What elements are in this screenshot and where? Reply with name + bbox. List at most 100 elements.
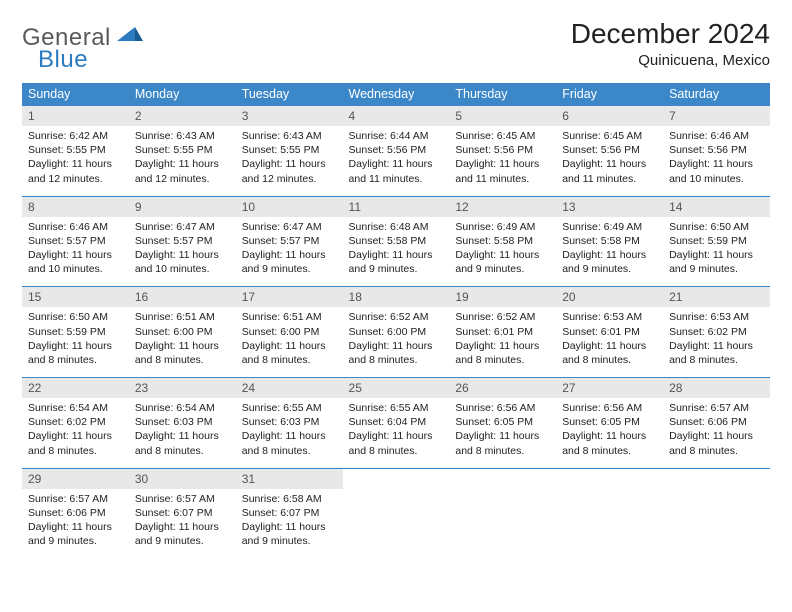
day-cell: 14Sunrise: 6:50 AMSunset: 5:59 PMDayligh… [663, 196, 770, 287]
calendar-body: 1Sunrise: 6:42 AMSunset: 5:55 PMDaylight… [22, 106, 770, 559]
day-cell: 10Sunrise: 6:47 AMSunset: 5:57 PMDayligh… [236, 196, 343, 287]
day-cell: 16Sunrise: 6:51 AMSunset: 6:00 PMDayligh… [129, 287, 236, 378]
daylight-text-2: and 8 minutes. [669, 444, 764, 458]
day-cell: 27Sunrise: 6:56 AMSunset: 6:05 PMDayligh… [556, 378, 663, 469]
daylight-text-2: and 8 minutes. [28, 444, 123, 458]
day-cell [663, 468, 770, 558]
sunrise-text: Sunrise: 6:55 AM [242, 401, 337, 415]
day-number: 20 [556, 287, 663, 307]
daylight-text-2: and 9 minutes. [242, 534, 337, 548]
day-cell: 3Sunrise: 6:43 AMSunset: 5:55 PMDaylight… [236, 106, 343, 197]
day-header-fri: Friday [556, 83, 663, 106]
day-cell: 12Sunrise: 6:49 AMSunset: 5:58 PMDayligh… [449, 196, 556, 287]
daylight-text-1: Daylight: 11 hours [455, 429, 550, 443]
daylight-text-2: and 8 minutes. [349, 444, 444, 458]
day-number: 6 [556, 106, 663, 126]
daylight-text-2: and 8 minutes. [28, 353, 123, 367]
day-number: 28 [663, 378, 770, 398]
day-cell: 20Sunrise: 6:53 AMSunset: 6:01 PMDayligh… [556, 287, 663, 378]
day-cell: 18Sunrise: 6:52 AMSunset: 6:00 PMDayligh… [343, 287, 450, 378]
week-row: 1Sunrise: 6:42 AMSunset: 5:55 PMDaylight… [22, 106, 770, 197]
daylight-text-1: Daylight: 11 hours [242, 248, 337, 262]
daylight-text-2: and 10 minutes. [28, 262, 123, 276]
day-cell: 8Sunrise: 6:46 AMSunset: 5:57 PMDaylight… [22, 196, 129, 287]
daylight-text-2: and 8 minutes. [562, 444, 657, 458]
day-info: Sunrise: 6:47 AMSunset: 5:57 PMDaylight:… [236, 217, 343, 287]
day-cell: 15Sunrise: 6:50 AMSunset: 5:59 PMDayligh… [22, 287, 129, 378]
sunrise-text: Sunrise: 6:57 AM [135, 492, 230, 506]
day-number: 10 [236, 197, 343, 217]
title-block: December 2024 Quinicuena, Mexico [571, 18, 770, 69]
day-number: 24 [236, 378, 343, 398]
day-info: Sunrise: 6:54 AMSunset: 6:02 PMDaylight:… [22, 398, 129, 468]
daylight-text-2: and 11 minutes. [562, 172, 657, 186]
daylight-text-1: Daylight: 11 hours [242, 157, 337, 171]
daylight-text-2: and 10 minutes. [135, 262, 230, 276]
sunset-text: Sunset: 6:01 PM [562, 325, 657, 339]
daylight-text-2: and 12 minutes. [242, 172, 337, 186]
sunrise-text: Sunrise: 6:44 AM [349, 129, 444, 143]
sunset-text: Sunset: 5:59 PM [669, 234, 764, 248]
day-cell: 19Sunrise: 6:52 AMSunset: 6:01 PMDayligh… [449, 287, 556, 378]
day-info: Sunrise: 6:42 AMSunset: 5:55 PMDaylight:… [22, 126, 129, 196]
sunrise-text: Sunrise: 6:49 AM [562, 220, 657, 234]
day-header-wed: Wednesday [343, 83, 450, 106]
sunset-text: Sunset: 5:57 PM [242, 234, 337, 248]
sunset-text: Sunset: 6:06 PM [669, 415, 764, 429]
daylight-text-2: and 8 minutes. [135, 353, 230, 367]
daylight-text-1: Daylight: 11 hours [135, 429, 230, 443]
day-cell: 5Sunrise: 6:45 AMSunset: 5:56 PMDaylight… [449, 106, 556, 197]
day-number: 30 [129, 469, 236, 489]
daylight-text-1: Daylight: 11 hours [669, 157, 764, 171]
daylight-text-2: and 8 minutes. [562, 353, 657, 367]
logo-text-blue: Blue [38, 46, 88, 73]
day-number: 18 [343, 287, 450, 307]
day-number: 7 [663, 106, 770, 126]
sunset-text: Sunset: 6:07 PM [135, 506, 230, 520]
daylight-text-2: and 8 minutes. [349, 353, 444, 367]
day-number: 13 [556, 197, 663, 217]
daylight-text-1: Daylight: 11 hours [349, 429, 444, 443]
daylight-text-1: Daylight: 11 hours [28, 339, 123, 353]
sunset-text: Sunset: 6:05 PM [455, 415, 550, 429]
day-cell: 25Sunrise: 6:55 AMSunset: 6:04 PMDayligh… [343, 378, 450, 469]
day-info: Sunrise: 6:55 AMSunset: 6:03 PMDaylight:… [236, 398, 343, 468]
daylight-text-2: and 9 minutes. [135, 534, 230, 548]
sunrise-text: Sunrise: 6:50 AM [669, 220, 764, 234]
day-header-mon: Monday [129, 83, 236, 106]
sunrise-text: Sunrise: 6:55 AM [349, 401, 444, 415]
sunrise-text: Sunrise: 6:49 AM [455, 220, 550, 234]
daylight-text-2: and 9 minutes. [562, 262, 657, 276]
sunset-text: Sunset: 6:03 PM [242, 415, 337, 429]
sunset-text: Sunset: 5:56 PM [455, 143, 550, 157]
day-number: 3 [236, 106, 343, 126]
day-info: Sunrise: 6:56 AMSunset: 6:05 PMDaylight:… [449, 398, 556, 468]
sunrise-text: Sunrise: 6:45 AM [455, 129, 550, 143]
week-row: 8Sunrise: 6:46 AMSunset: 5:57 PMDaylight… [22, 196, 770, 287]
sunset-text: Sunset: 5:57 PM [28, 234, 123, 248]
sunset-text: Sunset: 6:00 PM [349, 325, 444, 339]
day-number: 26 [449, 378, 556, 398]
day-cell: 13Sunrise: 6:49 AMSunset: 5:58 PMDayligh… [556, 196, 663, 287]
daylight-text-1: Daylight: 11 hours [349, 339, 444, 353]
daylight-text-1: Daylight: 11 hours [28, 248, 123, 262]
day-number: 29 [22, 469, 129, 489]
daylight-text-2: and 8 minutes. [135, 444, 230, 458]
sunset-text: Sunset: 5:56 PM [562, 143, 657, 157]
sunset-text: Sunset: 5:58 PM [562, 234, 657, 248]
week-row: 22Sunrise: 6:54 AMSunset: 6:02 PMDayligh… [22, 378, 770, 469]
sunset-text: Sunset: 5:56 PM [349, 143, 444, 157]
sunrise-text: Sunrise: 6:51 AM [135, 310, 230, 324]
calendar-table: Sunday Monday Tuesday Wednesday Thursday… [22, 83, 770, 558]
sunset-text: Sunset: 6:04 PM [349, 415, 444, 429]
sunset-text: Sunset: 6:05 PM [562, 415, 657, 429]
sunset-text: Sunset: 6:07 PM [242, 506, 337, 520]
sunset-text: Sunset: 5:58 PM [455, 234, 550, 248]
daylight-text-2: and 9 minutes. [242, 262, 337, 276]
day-info: Sunrise: 6:45 AMSunset: 5:56 PMDaylight:… [556, 126, 663, 196]
day-info: Sunrise: 6:55 AMSunset: 6:04 PMDaylight:… [343, 398, 450, 468]
day-cell: 24Sunrise: 6:55 AMSunset: 6:03 PMDayligh… [236, 378, 343, 469]
day-cell: 17Sunrise: 6:51 AMSunset: 6:00 PMDayligh… [236, 287, 343, 378]
day-number: 19 [449, 287, 556, 307]
day-number: 8 [22, 197, 129, 217]
